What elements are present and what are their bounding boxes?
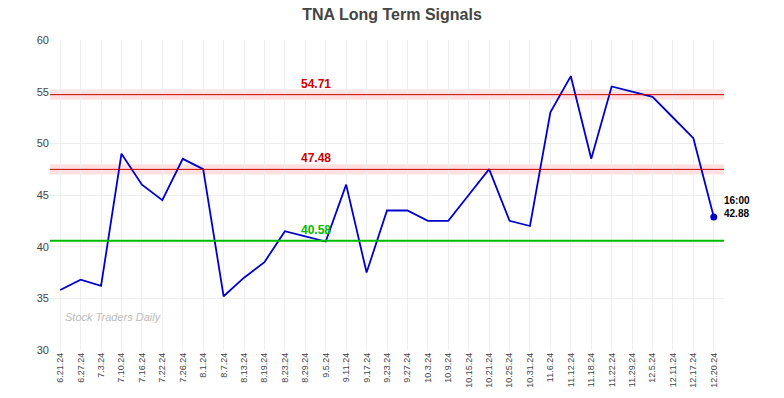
svg-text:54.71: 54.71 <box>301 77 331 91</box>
svg-text:8.29.24: 8.29.24 <box>300 353 310 383</box>
svg-text:7.3.24: 7.3.24 <box>96 353 106 378</box>
svg-text:10.25.24: 10.25.24 <box>504 353 514 388</box>
svg-text:16:0042.88: 16:0042.88 <box>724 195 750 219</box>
svg-text:10.3.24: 10.3.24 <box>423 353 433 383</box>
svg-text:6.21.24: 6.21.24 <box>55 353 65 383</box>
svg-text:55: 55 <box>37 86 49 98</box>
svg-text:11.18.24: 11.18.24 <box>586 353 596 387</box>
svg-text:50: 50 <box>37 137 49 149</box>
svg-text:11.6.24: 11.6.24 <box>545 353 555 382</box>
svg-text:TNA Long Term Signals: TNA Long Term Signals <box>302 6 482 23</box>
svg-text:11.29.24: 11.29.24 <box>627 353 637 387</box>
svg-text:12.11.24: 12.11.24 <box>668 353 678 387</box>
svg-text:45: 45 <box>37 189 49 201</box>
svg-text:8.23.24: 8.23.24 <box>280 353 290 383</box>
svg-text:7.16.24: 7.16.24 <box>137 353 147 383</box>
svg-text:8.19.24: 8.19.24 <box>259 353 269 383</box>
svg-text:Stock Traders Daily: Stock Traders Daily <box>65 311 162 323</box>
svg-text:12.17.24: 12.17.24 <box>688 353 698 388</box>
svg-text:47.48: 47.48 <box>301 151 331 165</box>
svg-text:11.22.24: 11.22.24 <box>607 353 617 387</box>
svg-text:8.13.24: 8.13.24 <box>239 353 249 383</box>
svg-text:9.23.24: 9.23.24 <box>382 353 392 383</box>
svg-text:6.27.24: 6.27.24 <box>76 353 86 383</box>
svg-text:7.22.24: 7.22.24 <box>157 353 167 383</box>
svg-text:9.5.24: 9.5.24 <box>321 353 331 378</box>
svg-text:8.7.24: 8.7.24 <box>219 353 229 378</box>
svg-text:10.9.24: 10.9.24 <box>443 353 453 383</box>
svg-text:8.1.24: 8.1.24 <box>198 353 208 378</box>
svg-text:9.17.24: 9.17.24 <box>362 353 372 383</box>
svg-text:35: 35 <box>37 292 49 304</box>
svg-text:11.12.24: 11.12.24 <box>566 353 576 387</box>
svg-text:9.27.24: 9.27.24 <box>402 353 412 383</box>
svg-text:10.15.24: 10.15.24 <box>464 353 474 388</box>
svg-text:10.21.24: 10.21.24 <box>484 353 494 388</box>
svg-text:7.26.24: 7.26.24 <box>178 353 188 383</box>
svg-text:40.58: 40.58 <box>301 223 331 237</box>
svg-text:30: 30 <box>37 344 49 356</box>
svg-text:9.11.24: 9.11.24 <box>341 353 351 382</box>
svg-text:10.31.24: 10.31.24 <box>525 353 535 388</box>
svg-text:60: 60 <box>37 34 49 46</box>
svg-text:12.5.24: 12.5.24 <box>647 353 657 383</box>
svg-text:12.20.24: 12.20.24 <box>709 353 719 388</box>
svg-text:40: 40 <box>37 241 49 253</box>
svg-text:7.10.24: 7.10.24 <box>116 353 126 383</box>
